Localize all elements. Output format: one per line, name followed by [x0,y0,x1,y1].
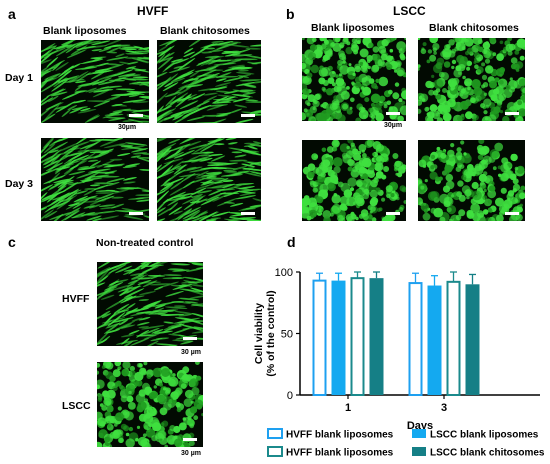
panel-a-col2-header: Blank chitosomes [160,25,250,37]
panel-c-letter: c [8,234,16,250]
micrograph-hvff-lipo-day3 [41,138,149,221]
scale-bar [386,112,400,115]
y-tick-label: 100 [275,267,293,279]
y-tick-label: 50 [281,329,293,341]
scale-bar [183,438,197,441]
scale-bar [386,212,400,215]
y-tick-label: 0 [287,390,293,402]
panel-c-row1-label: HVFF [62,293,90,305]
legend-swatch [412,429,426,438]
legend-label: LSCC blank liposomes [430,430,539,441]
bar [446,280,461,396]
panel-d-letter: d [287,234,296,250]
micrograph-lscc-chito-top [418,38,525,121]
panel-a-col1-header: Blank liposomes [43,25,127,37]
panel-a-row1-label: Day 1 [5,72,34,84]
legend-label: LSCC blank chitosomes [430,448,545,459]
panel-c-scale1-label: 30 µm [181,349,201,356]
legend-swatch [267,446,283,457]
panel-a-title: HVFF [137,4,169,18]
panel-b-title: LSCC [393,4,426,18]
panel-b-col2-header: Blank chitosomes [429,22,519,34]
legend-label: HVFF blank liposomes [286,448,394,459]
micrograph-control-lscc [97,362,203,447]
panel-c-row2-label: LSCC [62,400,91,412]
panel-a-scale-label: 30µm [118,124,137,131]
x-tick-label: 1 [345,402,351,414]
x-tick-label: 3 [441,402,447,414]
scale-bar [129,114,143,117]
scale-bar [505,112,519,115]
micrograph-hvff-lipo-day1 [41,40,149,123]
micrograph-lscc-lipo-top [302,38,406,121]
micrograph-control-hvff [97,262,203,346]
micrograph-hvff-chito-day1 [157,40,261,123]
panel-a-row2-label: Day 3 [5,178,34,190]
legend-swatch [267,428,283,439]
panel-c-scale2-label: 30 µm [181,450,201,457]
bar [312,279,327,396]
bar [369,278,384,395]
micrograph-lscc-chito-bottom [418,140,525,221]
micrograph-lscc-lipo-bottom [302,140,406,221]
legend-swatch [412,447,426,456]
panel-b-scale-label: 30µm [384,122,403,129]
legend-label: HVFF blank liposomes [286,430,394,441]
scale-bar [183,337,197,340]
panel-b-letter: b [286,6,295,22]
scale-bar [241,212,255,215]
y-axis-label-2: (% of the control) [265,290,277,376]
panel-a-letter: a [8,6,16,22]
scale-bar [505,212,519,215]
bar [350,277,365,396]
scale-bar [129,212,143,215]
scale-bar [241,114,255,117]
bar [408,282,423,397]
y-axis-label: Cell viability [253,303,265,364]
panel-c-title: Non-treated control [96,237,194,249]
bar [331,280,346,395]
micrograph-hvff-chito-day3 [157,138,261,221]
bar [427,285,442,395]
bar [465,284,480,395]
panel-b-col1-header: Blank liposomes [311,22,395,34]
